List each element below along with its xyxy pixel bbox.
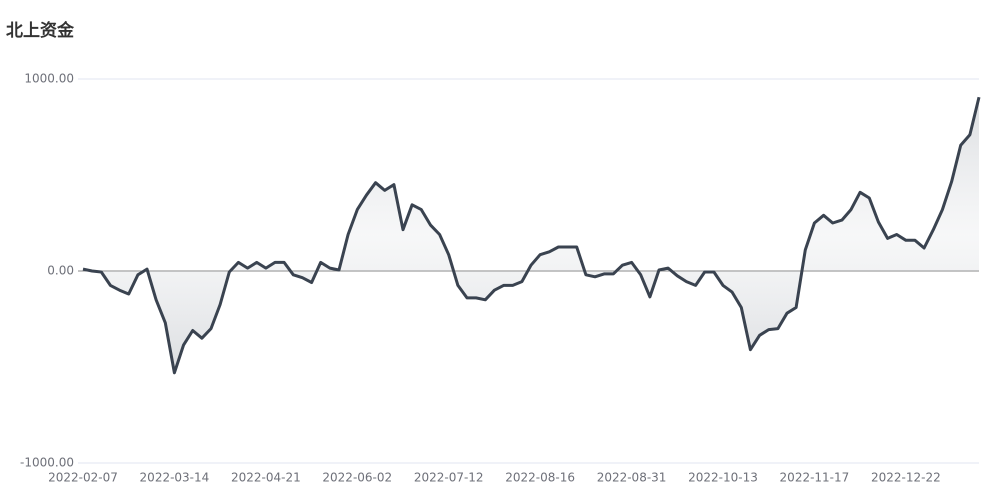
x-tick-label: 2022-08-31 bbox=[597, 471, 667, 485]
line bbox=[82, 96, 981, 375]
x-tick-label: 2022-02-07 bbox=[48, 471, 118, 485]
x-tick-label: 2022-03-14 bbox=[140, 471, 210, 485]
y-tick-label: 0.00 bbox=[47, 264, 74, 278]
y-tick-label: -1000.00 bbox=[20, 456, 74, 470]
x-tick-label: 2022-12-22 bbox=[871, 471, 941, 485]
x-tick-label: 2022-08-16 bbox=[505, 471, 575, 485]
chart-title: 北上资金 bbox=[6, 20, 75, 41]
y-tick-label: 1000.00 bbox=[24, 72, 74, 86]
x-tick-label: 2022-07-12 bbox=[414, 471, 484, 485]
x-tick-label: 2022-06-02 bbox=[322, 471, 392, 485]
x-tick-label: 2022-11-17 bbox=[780, 471, 850, 485]
area bbox=[83, 97, 979, 373]
x-tick-label: 2022-10-13 bbox=[688, 471, 758, 485]
x-tick-label: 2022-04-21 bbox=[231, 471, 301, 485]
